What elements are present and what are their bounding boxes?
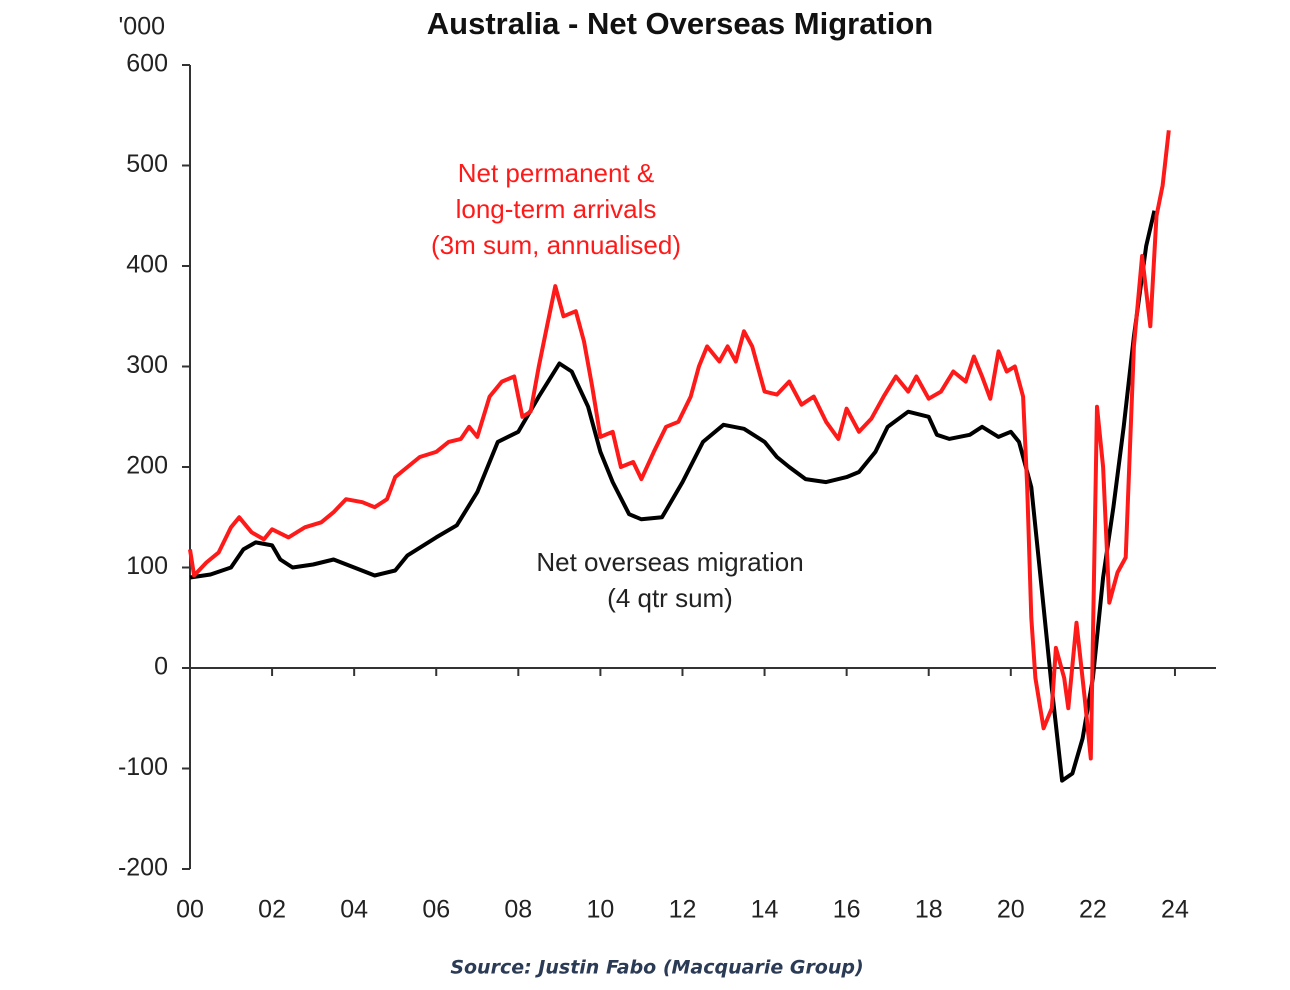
y-tick-label: -100 <box>118 753 168 781</box>
y-tick-label: 400 <box>126 251 168 279</box>
annotation: (3m sum, annualised) <box>431 230 681 260</box>
y-tick-label: -200 <box>118 854 168 882</box>
annotation: long-term arrivals <box>456 194 657 224</box>
series-line <box>189 210 1157 783</box>
x-tick-label: 10 <box>586 896 614 924</box>
x-tick-label: 18 <box>915 896 943 924</box>
y-tick-label: 100 <box>126 552 168 580</box>
y-tick-label: 300 <box>126 351 168 379</box>
x-tick-label: 08 <box>504 896 532 924</box>
x-tick-label: 16 <box>833 896 861 924</box>
source: Source: Justin Fabo (Macquarie Group) <box>450 957 863 979</box>
annotation: Net overseas migration <box>536 547 803 577</box>
y-tick-label: 0 <box>154 653 168 681</box>
y-tick-label: 500 <box>126 150 168 178</box>
chart-title: Australia - Net Overseas Migration <box>427 6 934 41</box>
x-tick-label: 14 <box>751 896 779 924</box>
annotation: (4 qtr sum) <box>607 583 733 613</box>
y-unit: '000 <box>119 13 165 41</box>
x-tick-label: 02 <box>258 896 286 924</box>
x-tick-label: 00 <box>176 896 204 924</box>
x-tick-label: 06 <box>422 896 450 924</box>
y-tick-label: 600 <box>126 50 168 78</box>
x-tick-label: 12 <box>669 896 697 924</box>
x-tick-label: 24 <box>1161 896 1189 924</box>
y-tick-label: 200 <box>126 452 168 480</box>
annotation: Net permanent & <box>458 158 655 188</box>
series-line <box>188 130 1171 761</box>
x-tick-label: 22 <box>1079 896 1107 924</box>
x-tick-label: 04 <box>340 896 368 924</box>
x-tick-label: 20 <box>997 896 1025 924</box>
